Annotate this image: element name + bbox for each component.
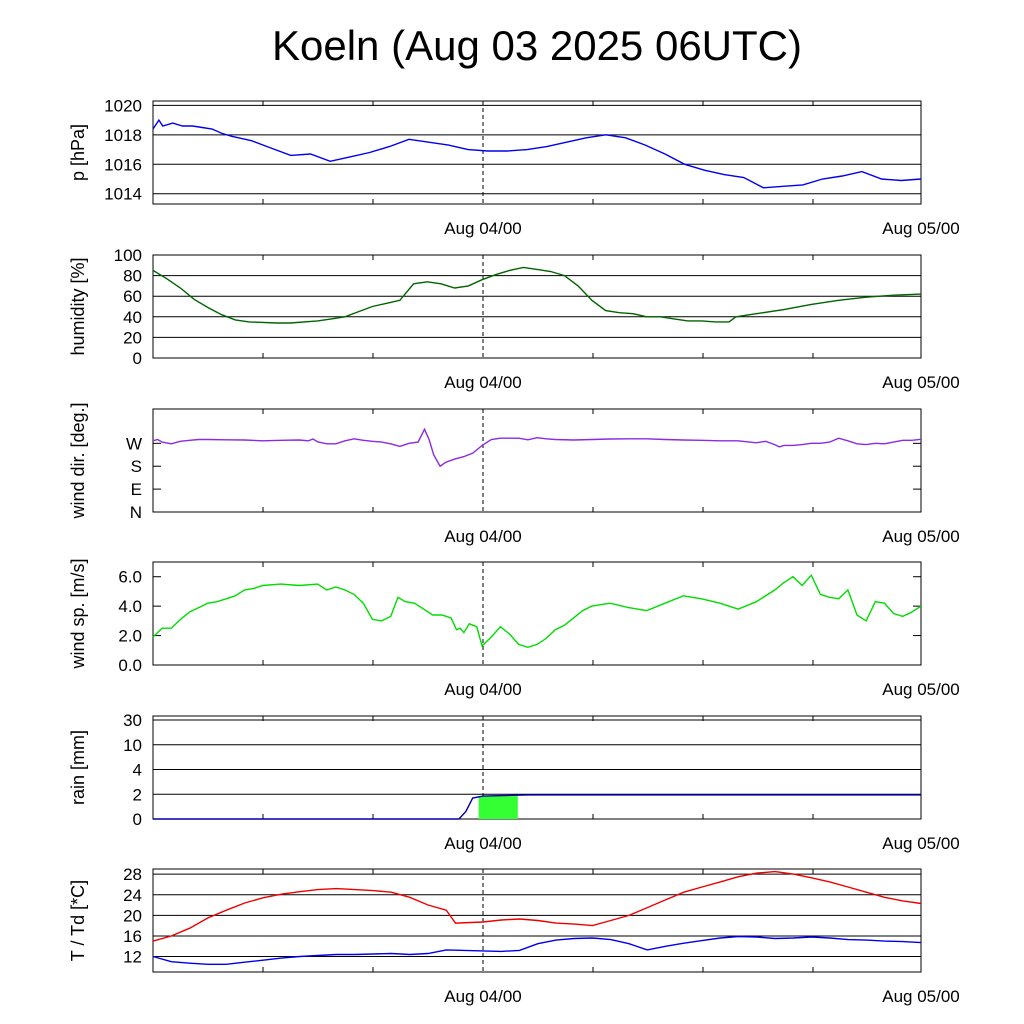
ytick-label: 80 (123, 267, 142, 286)
xtick-label: Aug 04/00 (444, 219, 522, 238)
panel-frame (152, 254, 922, 359)
panel-rain: 0 2 4 10 30 Aug 04/00 Aug 05/00 rain [mm] (68, 711, 960, 853)
ytick-label: 40 (123, 308, 142, 327)
ytick-label: S (131, 457, 142, 476)
ytick-label: 0 (133, 810, 142, 829)
ytick-label: 12 (123, 948, 142, 967)
series-line-0 (152, 573, 922, 649)
ytick-label: 4.0 (118, 597, 142, 616)
ytick-label: 30 (123, 711, 142, 730)
ytick-label: 2 (133, 785, 142, 804)
ytick-label: W (126, 434, 142, 453)
series-line-0 (152, 427, 922, 468)
ytick-label: N (130, 503, 142, 522)
xtick-label: Aug 04/00 (444, 680, 522, 699)
xtick-label: Aug 04/00 (444, 373, 522, 392)
xtick-label: Aug 04/00 (444, 527, 522, 546)
ytick-label: E (131, 480, 142, 499)
ytick-label: 20 (123, 328, 142, 347)
chart-title: Koeln (Aug 03 2025 06UTC) (272, 22, 802, 69)
ytick-label: 16 (123, 927, 142, 946)
xtick-label: Aug 05/00 (882, 680, 960, 699)
y-axis-label: p [hPa] (68, 124, 88, 181)
ytick-label: 4 (133, 761, 142, 780)
panel-wind_speed: 0.0 2.0 4.0 6.0 Aug 04/00 Aug 05/00 wind sp. [… (68, 558, 960, 699)
y-axis-label: wind dir. [deg.] (68, 402, 88, 519)
xtick-label: Aug 05/00 (882, 219, 960, 238)
xtick-label: Aug 04/00 (444, 834, 522, 853)
xtick-label: Aug 05/00 (882, 527, 960, 546)
panel-frame (152, 715, 922, 820)
series-line-0 (152, 266, 922, 324)
y-axis-label: rain [mm] (68, 730, 88, 805)
ytick-label: 2.0 (118, 627, 142, 646)
rain-bar (478, 796, 518, 819)
panel-frame (152, 868, 922, 973)
series-line-td (152, 935, 922, 965)
ytick-label: 20 (123, 906, 142, 925)
panel-frame (152, 100, 922, 205)
series-line-0 (153, 794, 921, 820)
ytick-label: 1014 (104, 185, 142, 204)
ytick-label: 6.0 (118, 568, 142, 587)
y-axis-label: wind sp. [m/s] (68, 558, 88, 669)
ytick-label: 24 (123, 886, 142, 905)
ytick-label: 1018 (104, 126, 142, 145)
series-line-t (152, 870, 922, 942)
ytick-label: 10 (123, 736, 142, 755)
ytick-label: 0.0 (118, 656, 142, 675)
ytick-label: 100 (114, 246, 142, 265)
xtick-label: Aug 05/00 (882, 987, 960, 1006)
panel-pressure: 1014 1016 1018 1020 Aug 04/00 Aug 05/00 p [hPa… (68, 96, 960, 238)
y-axis-label: humidity [%] (68, 257, 88, 355)
panel-frame (152, 408, 922, 513)
xtick-label: Aug 05/00 (882, 834, 960, 853)
ytick-label: 28 (123, 865, 142, 884)
panel-frame (152, 561, 922, 666)
ytick-label: 1020 (104, 96, 142, 115)
y-axis-label: T / Td [*C] (68, 880, 88, 961)
ytick-label: 60 (123, 287, 142, 306)
ytick-label: 1016 (104, 155, 142, 174)
series-line-0 (152, 118, 922, 189)
ytick-label: 0 (133, 349, 142, 368)
xtick-label: Aug 04/00 (444, 987, 522, 1006)
xtick-label: Aug 05/00 (882, 373, 960, 392)
